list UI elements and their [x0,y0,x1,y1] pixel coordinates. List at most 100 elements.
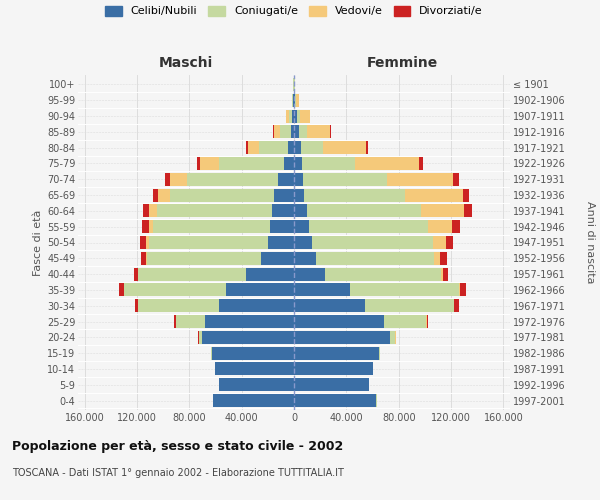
Bar [443,268,448,280]
Bar [301,141,323,154]
Bar [149,220,152,233]
Bar [170,188,274,202]
Bar [202,331,294,344]
Bar [215,362,294,376]
Bar [140,236,146,249]
Legend: Celibi/Nubili, Coniugati/e, Vedovi/e, Divorziati/e: Celibi/Nubili, Coniugati/e, Vedovi/e, Di… [105,6,483,16]
Bar [220,299,294,312]
Bar [292,110,294,122]
Text: TOSCANA - Dati ISTAT 1° gennaio 2002 - Elaborazione TUTTITALIA.IT: TOSCANA - Dati ISTAT 1° gennaio 2002 - E… [12,468,344,477]
Bar [280,126,291,138]
Bar [428,220,452,233]
Bar [157,204,272,218]
Bar [350,284,459,296]
Bar [330,126,331,138]
Bar [141,252,146,265]
Text: Femmine: Femmine [367,56,437,70]
Bar [274,188,294,202]
Bar [291,126,294,138]
Bar [460,284,466,296]
Bar [307,204,421,218]
Bar [176,315,205,328]
Bar [294,126,299,138]
Bar [355,157,419,170]
Bar [205,315,294,328]
Bar [170,173,187,186]
Bar [149,204,157,218]
Bar [386,173,454,186]
Bar [261,252,294,265]
Bar [365,299,454,312]
Bar [152,220,271,233]
Bar [259,141,288,154]
Text: Popolazione per età, sesso e stato civile - 2002: Popolazione per età, sesso e stato civil… [12,440,343,453]
Bar [294,394,376,407]
Bar [272,204,294,218]
Bar [389,331,395,344]
Bar [419,157,423,170]
Bar [142,220,149,233]
Text: Maschi: Maschi [159,56,213,70]
Bar [146,236,149,249]
Bar [213,394,294,407]
Bar [149,236,268,249]
Bar [311,236,433,249]
Bar [288,141,294,154]
Bar [294,110,297,122]
Bar [309,220,428,233]
Bar [454,299,458,312]
Bar [294,141,301,154]
Bar [226,284,294,296]
Bar [294,252,316,265]
Bar [134,268,137,280]
Bar [292,94,293,107]
Bar [296,94,299,107]
Bar [294,268,325,280]
Bar [454,173,459,186]
Bar [294,315,385,328]
Bar [316,252,434,265]
Bar [289,110,292,122]
Bar [427,315,428,328]
Y-axis label: Anni di nascita: Anni di nascita [585,201,595,284]
Bar [119,284,124,296]
Bar [323,141,366,154]
Bar [294,362,373,376]
Bar [248,141,259,154]
Bar [146,252,148,265]
Bar [158,188,170,202]
Bar [138,299,220,312]
Bar [302,157,355,170]
Bar [459,284,460,296]
Bar [199,331,202,344]
Bar [303,173,386,186]
Bar [294,236,311,249]
Bar [278,173,294,186]
Bar [446,236,454,249]
Bar [166,173,170,186]
Bar [286,110,289,122]
Bar [219,157,284,170]
Bar [294,173,303,186]
Bar [294,220,309,233]
Bar [294,157,302,170]
Bar [297,110,300,122]
Bar [433,236,446,249]
Bar [143,204,149,218]
Bar [307,126,330,138]
Bar [294,284,350,296]
Bar [212,346,294,360]
Bar [385,315,426,328]
Bar [124,284,226,296]
Bar [464,204,472,218]
Bar [268,236,294,249]
Bar [366,141,368,154]
Bar [246,141,248,154]
Bar [440,268,443,280]
Bar [452,220,460,233]
Bar [271,220,294,233]
Bar [294,346,379,360]
Bar [274,126,280,138]
Bar [299,126,307,138]
Bar [300,110,310,122]
